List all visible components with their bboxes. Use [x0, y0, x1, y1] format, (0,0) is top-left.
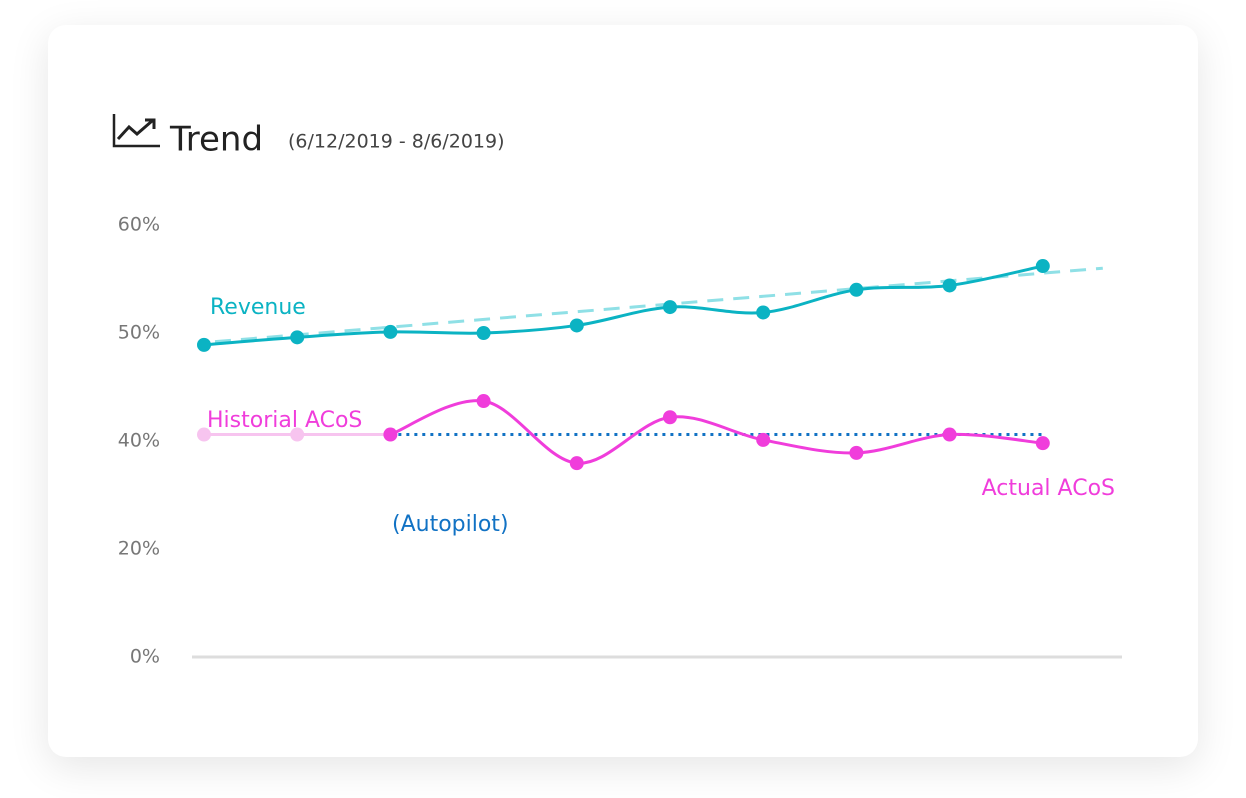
data-point	[290, 427, 305, 442]
data-point	[942, 427, 957, 442]
data-point	[383, 324, 398, 339]
data-point	[849, 282, 864, 297]
chart-title: Trend	[169, 120, 263, 160]
data-point	[756, 432, 771, 447]
data-point	[849, 445, 864, 460]
data-point	[476, 394, 491, 409]
trend-icon	[112, 114, 160, 148]
data-point	[476, 326, 491, 340]
trend-line	[214, 266, 1103, 344]
data-point	[197, 427, 211, 442]
data-point	[290, 330, 305, 345]
data-point	[569, 318, 584, 333]
series-label: Actual ACoS	[982, 476, 1115, 501]
data-point	[756, 305, 771, 320]
series-label: Revenue	[210, 295, 306, 320]
card	[48, 25, 1198, 757]
data-point	[197, 337, 211, 352]
series-label: Historial ACoS	[207, 408, 362, 433]
y-tick-label: 20%	[118, 538, 160, 560]
data-point	[942, 278, 957, 293]
y-tick-label: 50%	[118, 322, 160, 344]
y-tick-label: 40%	[118, 430, 160, 452]
series-line	[203, 264, 1044, 347]
series-label: (Autopilot)	[392, 512, 509, 537]
y-tick-label: 60%	[118, 214, 160, 236]
data-point	[383, 427, 398, 442]
data-point	[663, 300, 677, 315]
data-point	[1035, 436, 1050, 451]
data-point	[1035, 259, 1050, 274]
data-point	[663, 410, 677, 425]
chart-subtitle: (6/12/2019 - 8/6/2019)	[288, 131, 505, 153]
y-tick-label: 0%	[130, 646, 160, 668]
data-point	[569, 456, 584, 471]
